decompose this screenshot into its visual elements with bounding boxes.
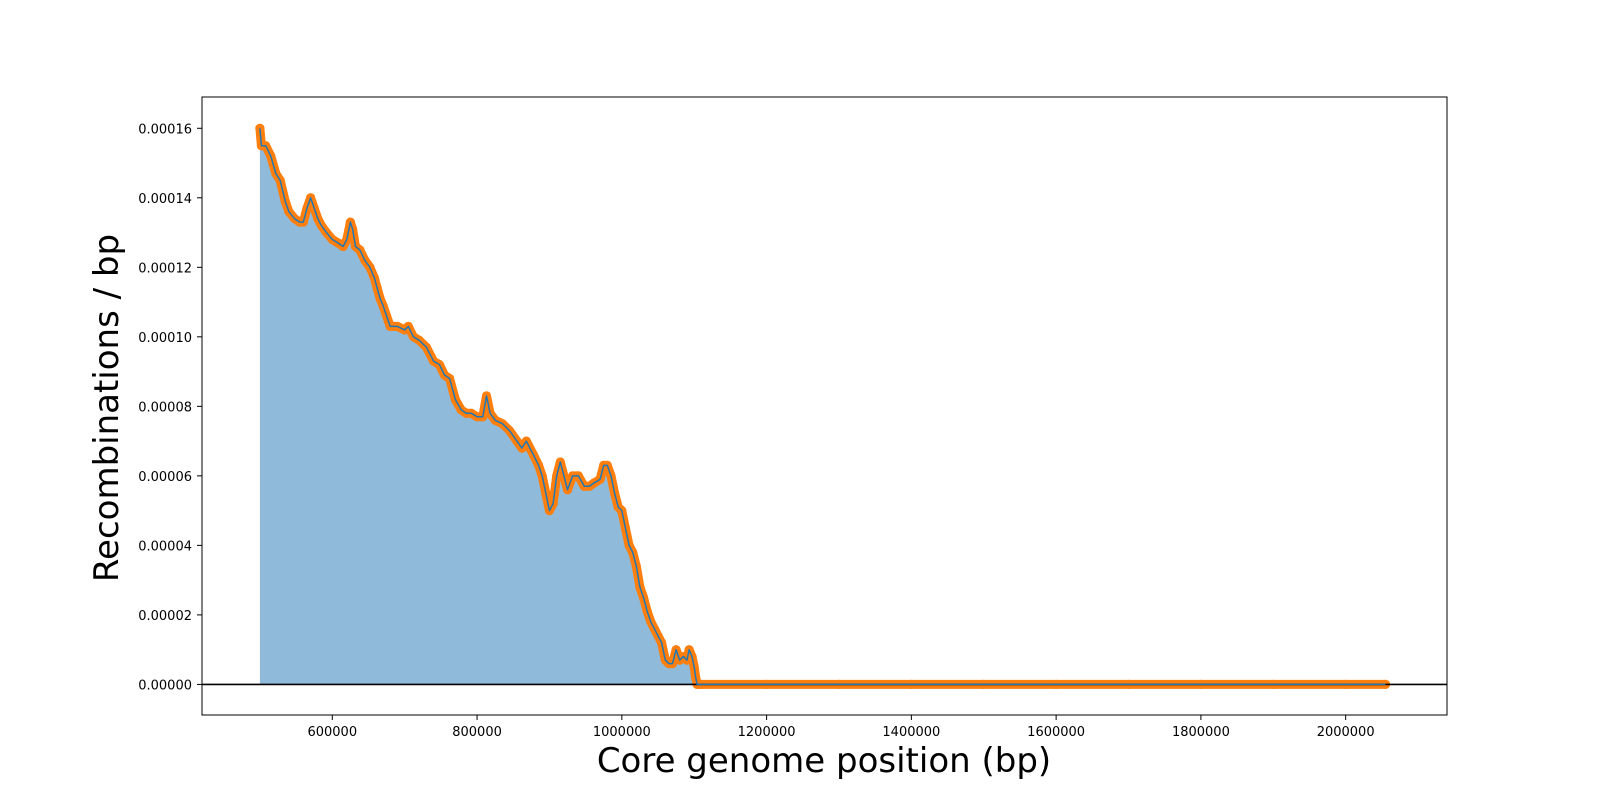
y-tick-label: 0.00010 <box>138 331 192 346</box>
x-tick-label: 2000000 <box>1317 725 1375 740</box>
y-tick-label: 0.00014 <box>138 192 192 207</box>
axis-ticks: 600000 800000 1000000 1200000 1400000 1600000… <box>138 122 1374 740</box>
series-line <box>259 128 1386 686</box>
y-tick-label: 0.00016 <box>138 122 192 137</box>
x-tick-label: 1600000 <box>1027 725 1085 740</box>
x-tick-label: 1400000 <box>882 725 940 740</box>
y-tick-label: 0.00006 <box>138 470 192 485</box>
x-tick-label: 800000 <box>452 725 502 740</box>
plot-area <box>201 96 1448 716</box>
x-tick-label: 600000 <box>307 725 357 740</box>
y-tick-label: 0.00002 <box>138 609 192 624</box>
x-tick-label: 1800000 <box>1172 725 1230 740</box>
y-tick-label: 0.00004 <box>138 539 192 554</box>
y-tick-label: 0.00012 <box>138 261 192 276</box>
area-fill <box>259 128 1386 685</box>
x-axis-title: Core genome position (bp) <box>597 741 1051 781</box>
y-tick-label: 0.00008 <box>138 400 192 415</box>
y-axis-title: Recombinations / bp <box>87 234 127 582</box>
x-tick-label: 1200000 <box>738 725 796 740</box>
x-tick-label: 1000000 <box>593 725 651 740</box>
y-tick-label: 0.00000 <box>138 678 192 693</box>
